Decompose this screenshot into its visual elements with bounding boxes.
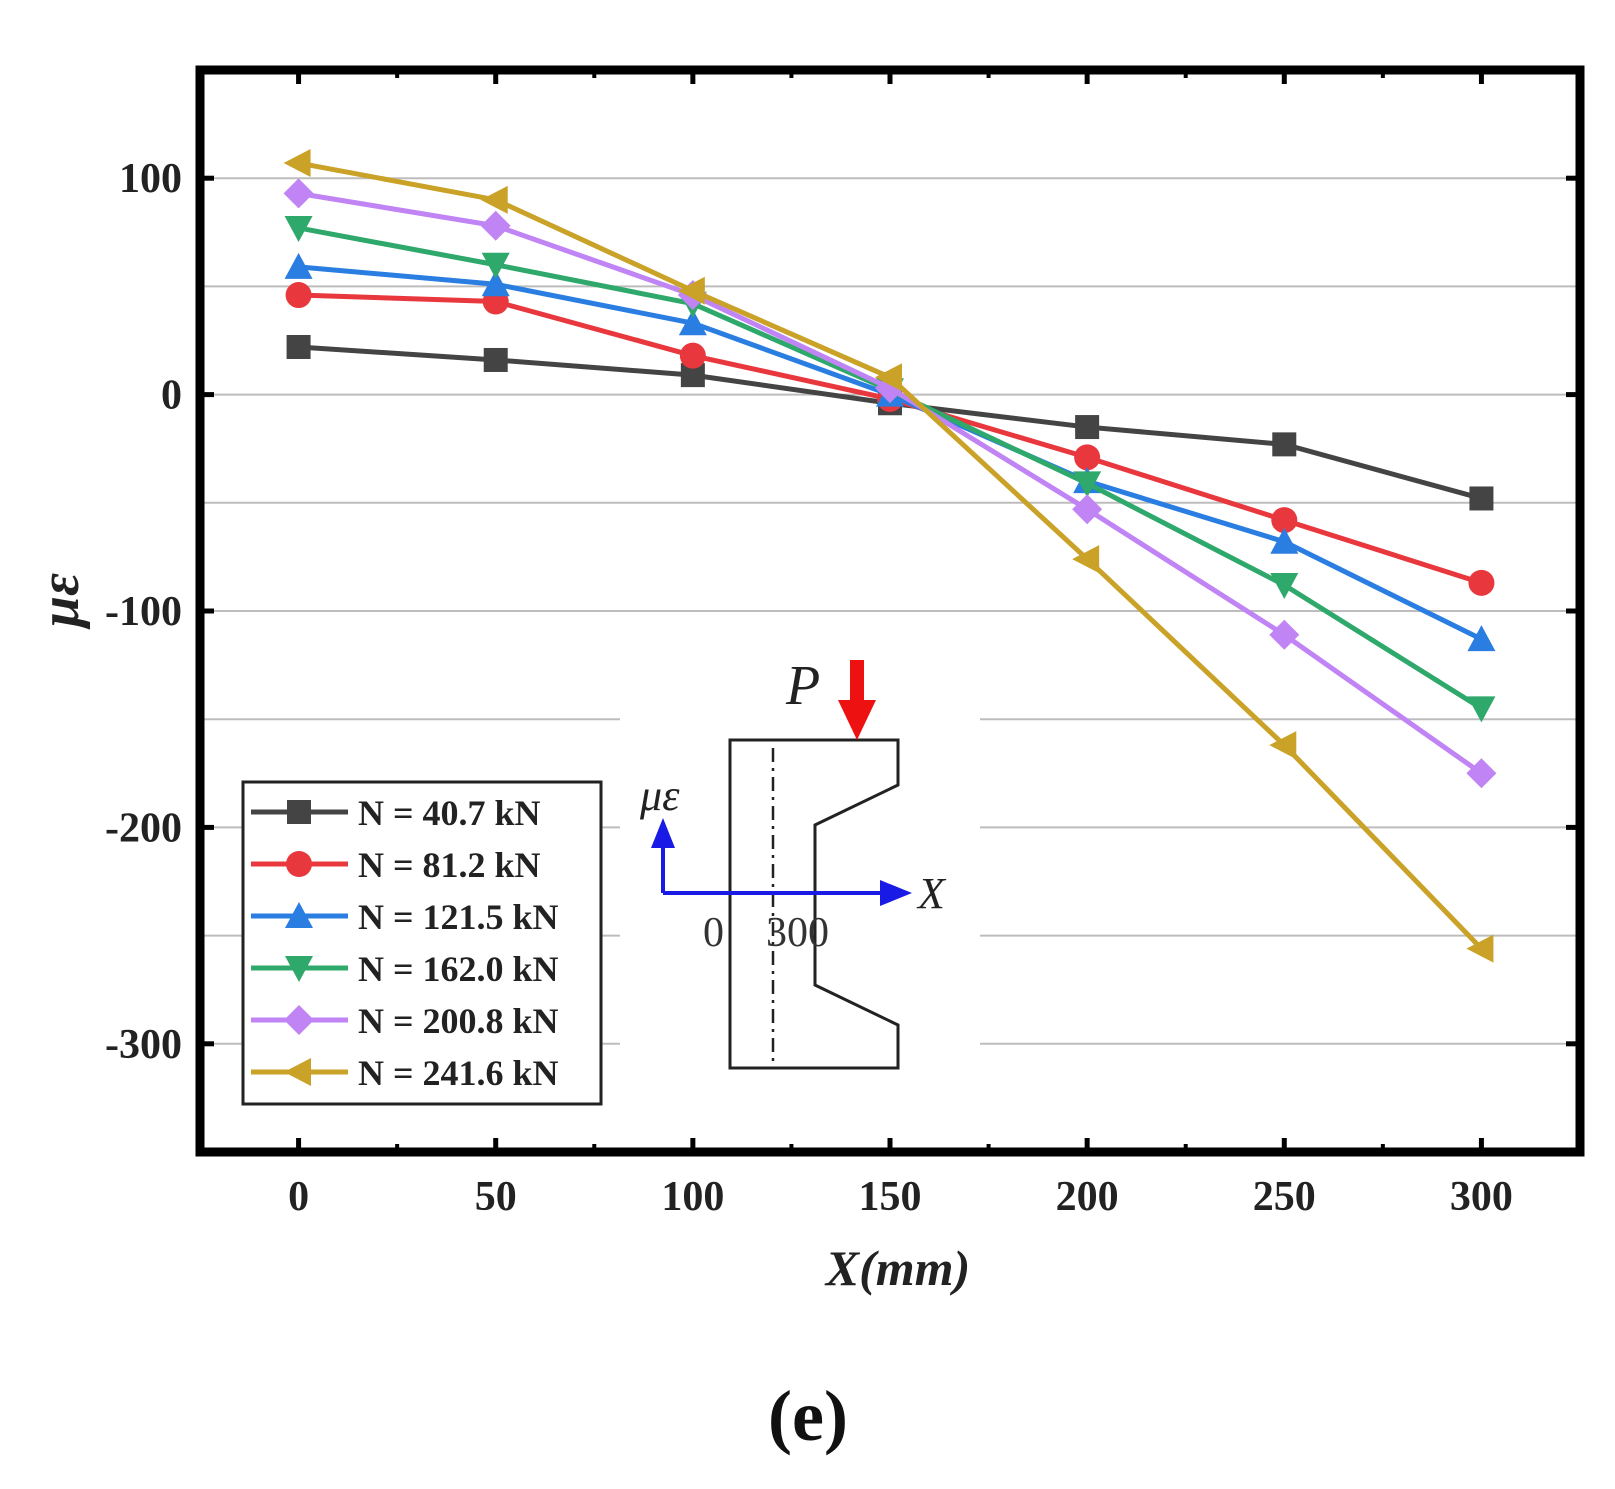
- legend-label: N = 162.0 kN: [358, 949, 559, 989]
- legend-label: N = 121.5 kN: [358, 897, 559, 937]
- data-point: [1269, 731, 1297, 760]
- legend: N = 40.7 kN N = 81.2 kN N = 121.5 kN N = 16…: [241, 780, 603, 1106]
- series-group: [284, 215, 1496, 723]
- data-point: [283, 149, 311, 178]
- data-point: [284, 215, 313, 242]
- y-tick-label: -300: [105, 1022, 182, 1068]
- data-point: [1466, 758, 1497, 789]
- series-lines: [283, 149, 1497, 963]
- end-label: 300: [766, 910, 829, 956]
- data-point: [1270, 527, 1299, 554]
- data-point: [1072, 545, 1100, 574]
- data-point: [678, 309, 707, 336]
- data-point: [1469, 486, 1494, 511]
- data-point: [481, 252, 510, 279]
- x-tick-label: 100: [661, 1174, 724, 1220]
- legend-label: N = 200.8 kN: [358, 1001, 559, 1041]
- data-point: [483, 347, 508, 372]
- data-point: [677, 276, 705, 305]
- data-point: [1467, 625, 1496, 652]
- load-arrow-shaft: [850, 660, 864, 705]
- data-point: [284, 252, 313, 279]
- legend-entry: N = 162.0 kN: [251, 949, 559, 989]
- data-point: [1271, 507, 1298, 534]
- cross-section-inset: P με X 0 300: [620, 655, 980, 1080]
- data-point: [287, 800, 311, 824]
- channel-section-outline: [728, 738, 900, 1070]
- data-point: [285, 282, 312, 309]
- data-point: [480, 210, 511, 241]
- y-tick-label: 100: [119, 156, 182, 202]
- series-group: [283, 149, 1494, 963]
- data-point: [284, 1058, 311, 1086]
- data-point: [1269, 619, 1300, 650]
- data-point: [1075, 415, 1100, 440]
- y-axis-title: με: [29, 573, 91, 630]
- legend-entry: N = 241.6 kN: [251, 1053, 559, 1093]
- x-tick-label: 0: [288, 1174, 309, 1220]
- legend-entry: N = 40.7 kN: [251, 793, 541, 833]
- origin-label: 0: [703, 910, 724, 956]
- data-point: [286, 334, 311, 359]
- legend-entry: N = 200.8 kN: [251, 1001, 559, 1041]
- data-point: [1072, 494, 1103, 525]
- load-arrow-head: [838, 700, 876, 740]
- x-axis-label: X: [916, 869, 947, 918]
- series-line: [298, 292, 1483, 586]
- y-tick-label: -200: [105, 805, 182, 851]
- data-point: [1074, 444, 1101, 471]
- axes: 0 50 100 150 200 250 300 100 0 -100 -200 -300: [105, 65, 1585, 1220]
- data-point: [285, 956, 313, 982]
- load-label: P: [785, 655, 820, 717]
- x-tick-label: 150: [859, 1174, 922, 1220]
- data-point: [283, 178, 314, 209]
- data-point: [1467, 696, 1496, 723]
- data-point: [481, 270, 510, 297]
- series-group: [286, 334, 1494, 511]
- strain-axis-arrowhead: [651, 818, 675, 848]
- data-point: [1272, 432, 1297, 457]
- y-tick-label: 0: [161, 373, 182, 419]
- data-point: [1270, 573, 1299, 600]
- x-tick-label: 250: [1253, 1174, 1316, 1220]
- figure-caption: (e): [768, 1376, 848, 1456]
- data-point: [1073, 471, 1102, 498]
- data-point: [1466, 934, 1494, 963]
- data-point: [286, 851, 312, 877]
- strain-axis-label: με: [639, 771, 680, 820]
- legend-label: N = 241.6 kN: [358, 1053, 559, 1093]
- data-point: [284, 1005, 314, 1035]
- x-axis-arrowhead: [880, 880, 912, 906]
- x-axis-title: X(mm): [824, 1240, 970, 1296]
- legend-entry: N = 81.2 kN: [251, 845, 541, 885]
- legend-label: N = 40.7 kN: [358, 793, 541, 833]
- inset-background: [620, 690, 980, 1080]
- x-tick-label: 200: [1056, 1174, 1119, 1220]
- x-tick-label: 300: [1450, 1174, 1513, 1220]
- series-group: [285, 282, 1495, 596]
- data-point: [679, 342, 706, 369]
- data-point: [285, 902, 313, 928]
- data-point: [875, 363, 902, 392]
- legend-entry: N = 121.5 kN: [251, 897, 559, 937]
- y-tick-label: -100: [105, 589, 182, 635]
- legend-label: N = 81.2 kN: [358, 845, 541, 885]
- series-line: [298, 264, 1483, 642]
- legend-box: [241, 780, 603, 1106]
- data-point: [1468, 569, 1495, 596]
- data-point: [480, 185, 508, 214]
- x-tick-label: 50: [475, 1174, 517, 1220]
